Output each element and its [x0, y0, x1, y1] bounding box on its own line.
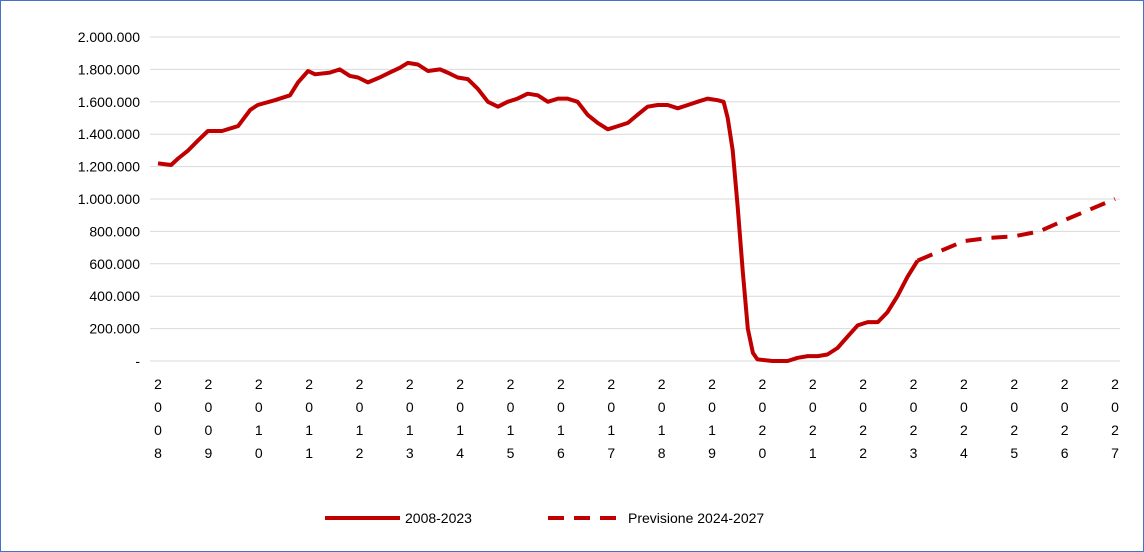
x-tick-label: 2025 [1006, 376, 1022, 468]
x-tick-label: 2020 [754, 376, 770, 468]
y-tick-label: 1.800.000 [78, 61, 140, 77]
x-tick-label: 2015 [503, 376, 519, 468]
y-tick-label: 2.000.000 [78, 29, 140, 45]
legend-label: Previsione 2024-2027 [628, 510, 764, 526]
y-tick-label: 400.000 [89, 288, 140, 304]
y-tick-label: 1.400.000 [78, 126, 140, 142]
x-tick-label: 2018 [654, 376, 670, 468]
x-tick-label: 2008 [150, 376, 166, 468]
y-tick-label: - [135, 353, 140, 369]
legend-label: 2008-2023 [405, 510, 472, 526]
x-tick-label: 2019 [704, 376, 720, 468]
x-tick-label: 2012 [351, 376, 367, 468]
x-tick-label: 2021 [805, 376, 821, 468]
x-tick-label: 2011 [301, 376, 317, 468]
x-tick-label: 2022 [855, 376, 871, 468]
y-tick-label: 1.600.000 [78, 94, 140, 110]
series-line [157, 60, 920, 363]
x-tick-label: 2010 [251, 376, 267, 468]
x-tick-label: 2014 [452, 376, 468, 468]
x-tick-label: 2024 [956, 376, 972, 468]
y-tick-label: 1.200.000 [78, 159, 140, 175]
x-tick-label: 2013 [402, 376, 418, 468]
y-tick-label: 600.000 [89, 256, 140, 272]
x-tick-label: 2009 [200, 376, 216, 468]
x-tick-label: 2026 [1057, 376, 1073, 468]
x-tick-label: 2017 [603, 376, 619, 468]
x-tick-label: 2016 [553, 376, 569, 468]
x-tick-label: 2023 [906, 376, 922, 468]
x-tick-label: 2027 [1107, 376, 1123, 468]
y-tick-label: 200.000 [89, 321, 140, 337]
y-tick-label: 800.000 [89, 223, 140, 239]
y-tick-label: 1.000.000 [78, 191, 140, 207]
